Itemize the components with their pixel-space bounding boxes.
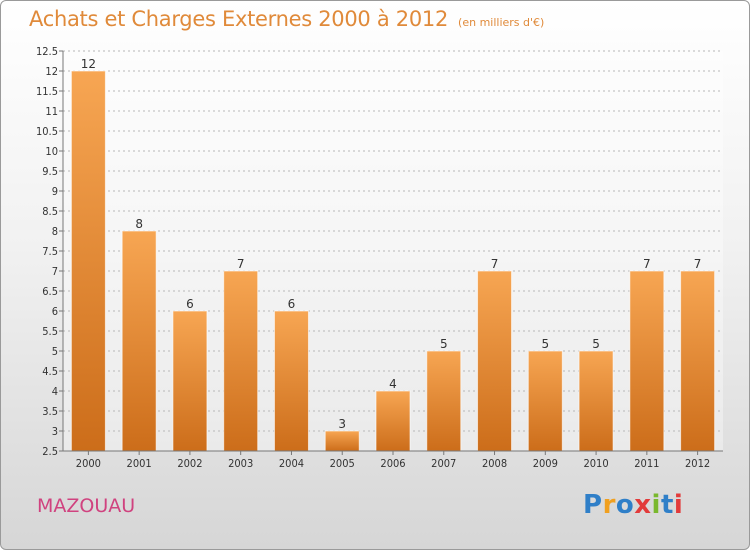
y-tick-label: 5.5 [42, 325, 58, 338]
bar [426, 350, 462, 452]
y-tick-label: 11.5 [36, 85, 58, 98]
y-tick-label: 8 [52, 225, 58, 238]
logo-letter: o [615, 490, 635, 520]
x-tick-label: 2004 [279, 457, 304, 470]
bar [223, 270, 259, 452]
bar [375, 390, 411, 452]
bar-value-label: 12 [81, 57, 96, 71]
y-tick-label: 11 [45, 105, 58, 118]
x-tick-label: 2012 [685, 457, 710, 470]
y-tick-label: 4.5 [42, 365, 58, 378]
x-tick-label: 2011 [634, 457, 659, 470]
logo-letter: r [602, 490, 616, 520]
x-tick-label: 2008 [482, 457, 507, 470]
logo-letter: t [660, 490, 674, 520]
x-tick-label: 2001 [127, 457, 152, 470]
y-tick-label: 3.5 [42, 405, 58, 418]
y-tick-label: 6 [52, 305, 58, 318]
y-tick-label: 7 [52, 265, 58, 278]
proxiti-logo[interactable]: Proxiti [583, 490, 683, 520]
bar-value-label: 7 [237, 257, 245, 271]
bar-value-label: 7 [643, 257, 651, 271]
y-axis-ticks: 2.5 3 3.5 4 4.5 5 5.5 6 6.5 7 7.5 8 8.5 9 9.5 10 10.5 11 1… [36, 45, 63, 458]
bar-value-label: 6 [186, 297, 194, 311]
bar [527, 350, 563, 452]
x-axis-ticks: 2000 2001 2002 2003 2004 2005 2006 2007 2008 2009… [76, 451, 710, 470]
commune-name: MAZOUAU [37, 495, 136, 517]
bar-value-label: 4 [389, 377, 397, 391]
y-tick-label: 9 [52, 185, 58, 198]
bar [273, 310, 309, 452]
bar [629, 270, 665, 452]
y-tick-label: 6.5 [42, 285, 58, 298]
logo-letter: P [583, 490, 603, 520]
bar [680, 270, 716, 452]
bar [121, 230, 157, 452]
bar-value-label: 3 [338, 417, 346, 431]
bar-value-label: 8 [135, 217, 143, 231]
y-tick-label: 3 [52, 425, 58, 438]
chart-subtitle: (en milliers d'€) [458, 16, 545, 29]
x-tick-label: 2000 [76, 457, 101, 470]
x-tick-label: 2007 [431, 457, 456, 470]
y-tick-label: 12.5 [36, 45, 58, 58]
bar-value-label: 7 [694, 257, 702, 271]
bar [172, 310, 208, 452]
y-tick-label: 12 [45, 65, 58, 78]
bar [70, 70, 106, 452]
y-tick-label: 9.5 [42, 165, 58, 178]
logo-letter: i [651, 490, 661, 520]
y-tick-label: 8.5 [42, 205, 58, 218]
bar-value-label: 5 [440, 337, 448, 351]
x-tick-label: 2003 [228, 457, 253, 470]
y-tick-label: 10 [45, 145, 58, 158]
bar-value-label: 5 [541, 337, 549, 351]
x-tick-label: 2002 [177, 457, 202, 470]
bar [477, 270, 513, 452]
y-tick-label: 7.5 [42, 245, 58, 258]
chart-title: Achats et Charges Externes 2000 à 2012 [29, 7, 449, 31]
x-tick-label: 2009 [533, 457, 558, 470]
x-tick-label: 2005 [330, 457, 355, 470]
y-tick-label: 10.5 [36, 125, 58, 138]
bar-value-label: 7 [491, 257, 499, 271]
x-tick-label: 2010 [583, 457, 608, 470]
bar [324, 430, 360, 452]
bars: 12 8 6 7 6 3 4 5 7 5 5 7 7 [70, 57, 716, 452]
y-tick-label: 4 [52, 385, 58, 398]
logo-letter: i [673, 490, 684, 520]
bar [578, 350, 614, 452]
x-tick-label: 2006 [380, 457, 405, 470]
y-tick-label: 5 [52, 345, 58, 358]
bar-value-label: 5 [592, 337, 600, 351]
title-block: Achats et Charges Externes 2000 à 2012 (e… [29, 7, 544, 31]
bar-value-label: 6 [288, 297, 296, 311]
y-tick-label: 2.5 [42, 445, 58, 458]
logo-letter: x [634, 490, 652, 520]
